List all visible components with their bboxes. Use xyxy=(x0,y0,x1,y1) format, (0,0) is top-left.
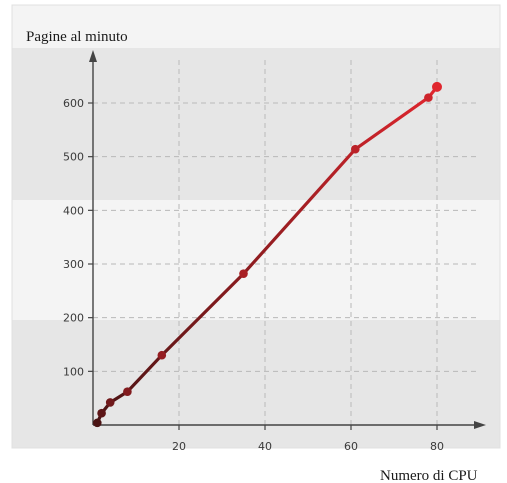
y-ticks: 100 200 300 400 500 600 xyxy=(63,97,93,378)
y-axis-title: Pagine al minuto xyxy=(26,29,128,45)
data-point xyxy=(432,81,442,92)
x-ticks: 20 40 60 80 xyxy=(172,425,444,453)
x-tick-label: 60 xyxy=(344,440,358,453)
y-tick-label: 400 xyxy=(63,204,84,217)
data-point xyxy=(97,408,106,418)
y-tick-label: 300 xyxy=(63,258,84,271)
data-point xyxy=(123,387,132,397)
plot-frame xyxy=(11,4,501,449)
background-band xyxy=(12,5,500,48)
background-band xyxy=(12,320,500,448)
data-point xyxy=(105,398,115,407)
y-tick-label: 600 xyxy=(63,97,84,110)
data-point xyxy=(157,350,167,360)
y-axis-arrow xyxy=(89,50,97,62)
x-axis-arrow xyxy=(474,421,486,429)
axes xyxy=(89,50,486,429)
background-band xyxy=(12,48,500,200)
x-tick-label: 80 xyxy=(430,440,444,453)
background-bands xyxy=(11,4,501,449)
data-point xyxy=(424,93,433,102)
series-group xyxy=(93,81,442,428)
data-point xyxy=(239,269,248,278)
y-tick-label: 500 xyxy=(63,151,84,164)
grid-lines xyxy=(93,60,478,425)
x-tick-label: 40 xyxy=(258,440,272,453)
y-tick-label: 200 xyxy=(63,312,84,325)
data-point xyxy=(351,144,360,154)
x-tick-label: 20 xyxy=(172,440,186,453)
y-tick-label: 100 xyxy=(63,365,84,378)
x-axis-title: Numero di CPU xyxy=(380,468,478,483)
data-point xyxy=(93,418,102,428)
